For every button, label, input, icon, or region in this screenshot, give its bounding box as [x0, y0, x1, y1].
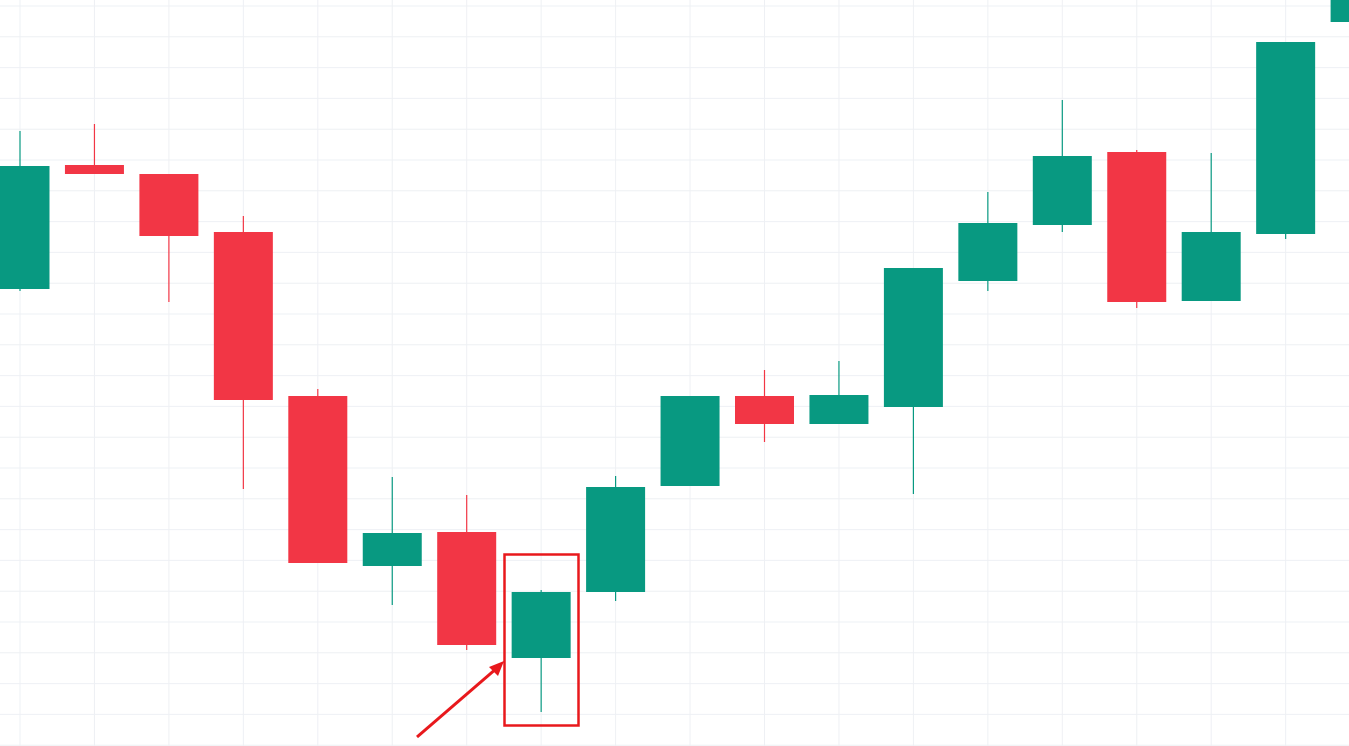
candles — [0, 0, 1349, 712]
candle-body — [1032, 156, 1092, 225]
candle-body — [437, 532, 497, 645]
candle-body — [883, 268, 943, 407]
candle-body — [1181, 232, 1241, 301]
candle-body — [362, 533, 422, 566]
highlight-box — [503, 553, 580, 727]
candle-body — [809, 395, 869, 424]
candle-body — [735, 396, 794, 424]
candle-body — [0, 166, 50, 289]
candle-body — [586, 487, 646, 592]
candle-body — [660, 396, 720, 486]
candle-body — [1330, 0, 1349, 22]
arrow-head — [489, 661, 504, 676]
arrow-shaft — [416, 666, 498, 739]
candle-body — [1256, 42, 1316, 234]
highlight — [416, 553, 580, 739]
candle-body — [139, 174, 199, 236]
candle-body — [958, 223, 1018, 281]
candle-body — [64, 165, 124, 174]
candle-body — [1107, 152, 1167, 302]
candle-body — [213, 232, 273, 400]
candle-body — [288, 396, 348, 563]
candle-body — [511, 592, 571, 658]
